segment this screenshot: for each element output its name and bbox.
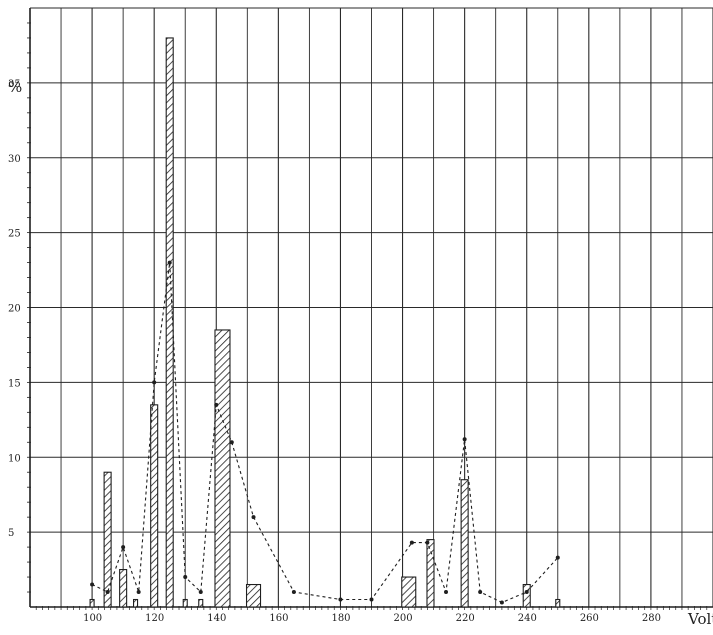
- line-point: [183, 575, 188, 580]
- y-tick-label: 20: [8, 304, 21, 315]
- bar: [245, 583, 262, 608]
- line-point: [338, 597, 343, 602]
- dashed-line: [91, 262, 559, 604]
- bar: [522, 583, 531, 608]
- bar: [198, 598, 204, 608]
- x-tick-label: 220: [456, 613, 475, 624]
- y-tick-label: 30: [8, 154, 21, 165]
- x-tick-label: 120: [145, 613, 164, 624]
- line-point: [90, 582, 95, 587]
- line-point: [555, 555, 560, 560]
- line-point: [214, 402, 219, 407]
- line-point: [499, 600, 504, 605]
- bar: [150, 404, 159, 608]
- x-tick-label: 100: [83, 613, 102, 624]
- x-tick-label: 280: [642, 613, 661, 624]
- line-point: [198, 590, 203, 595]
- line-point: [251, 515, 256, 520]
- x-tick-label: 160: [269, 613, 288, 624]
- bar: [89, 598, 95, 608]
- bar: [401, 576, 417, 608]
- y-tick-label: 35: [8, 79, 21, 90]
- bar: [103, 471, 112, 608]
- line-point: [524, 590, 529, 595]
- x-axis-unit-label: Volt: [687, 610, 713, 628]
- x-tick-label: 180: [331, 613, 350, 624]
- line-point: [152, 380, 157, 385]
- x-tick-label: 260: [580, 613, 599, 624]
- y-axis-unit-label: %: [8, 78, 22, 96]
- bar: [133, 598, 139, 608]
- y-tick-label: 10: [8, 453, 21, 464]
- y-tick-label: 15: [8, 378, 21, 389]
- line-point: [369, 597, 374, 602]
- line-point: [167, 260, 172, 265]
- x-tick-label: 200: [394, 613, 413, 624]
- bar: [460, 479, 469, 608]
- line-point: [478, 590, 483, 595]
- x-tick-label: 240: [518, 613, 537, 624]
- bar: [165, 37, 174, 608]
- bar: [426, 539, 435, 608]
- line-point: [291, 590, 296, 595]
- bar: [182, 598, 188, 608]
- grid-lines: [30, 7, 713, 607]
- line-point: [409, 540, 414, 545]
- bar-series: [89, 37, 561, 608]
- x-tick-label: 140: [207, 613, 226, 624]
- y-tick-label: 5: [8, 528, 14, 539]
- bar: [119, 569, 128, 608]
- line-point: [444, 590, 449, 595]
- y-tick-label: 25: [8, 229, 21, 240]
- line-point: [462, 437, 467, 442]
- line-point: [425, 540, 430, 545]
- line-point: [229, 440, 234, 445]
- axes: [27, 8, 713, 610]
- line-point: [105, 590, 110, 595]
- line-series: [90, 260, 560, 605]
- bar: [555, 598, 561, 608]
- tick-labels: 5 10 15 20 25 30 35 100 120 140 160 180 200 220 240 260…: [8, 79, 661, 624]
- line-point: [136, 590, 141, 595]
- line-point: [121, 545, 126, 550]
- bar: [214, 329, 231, 608]
